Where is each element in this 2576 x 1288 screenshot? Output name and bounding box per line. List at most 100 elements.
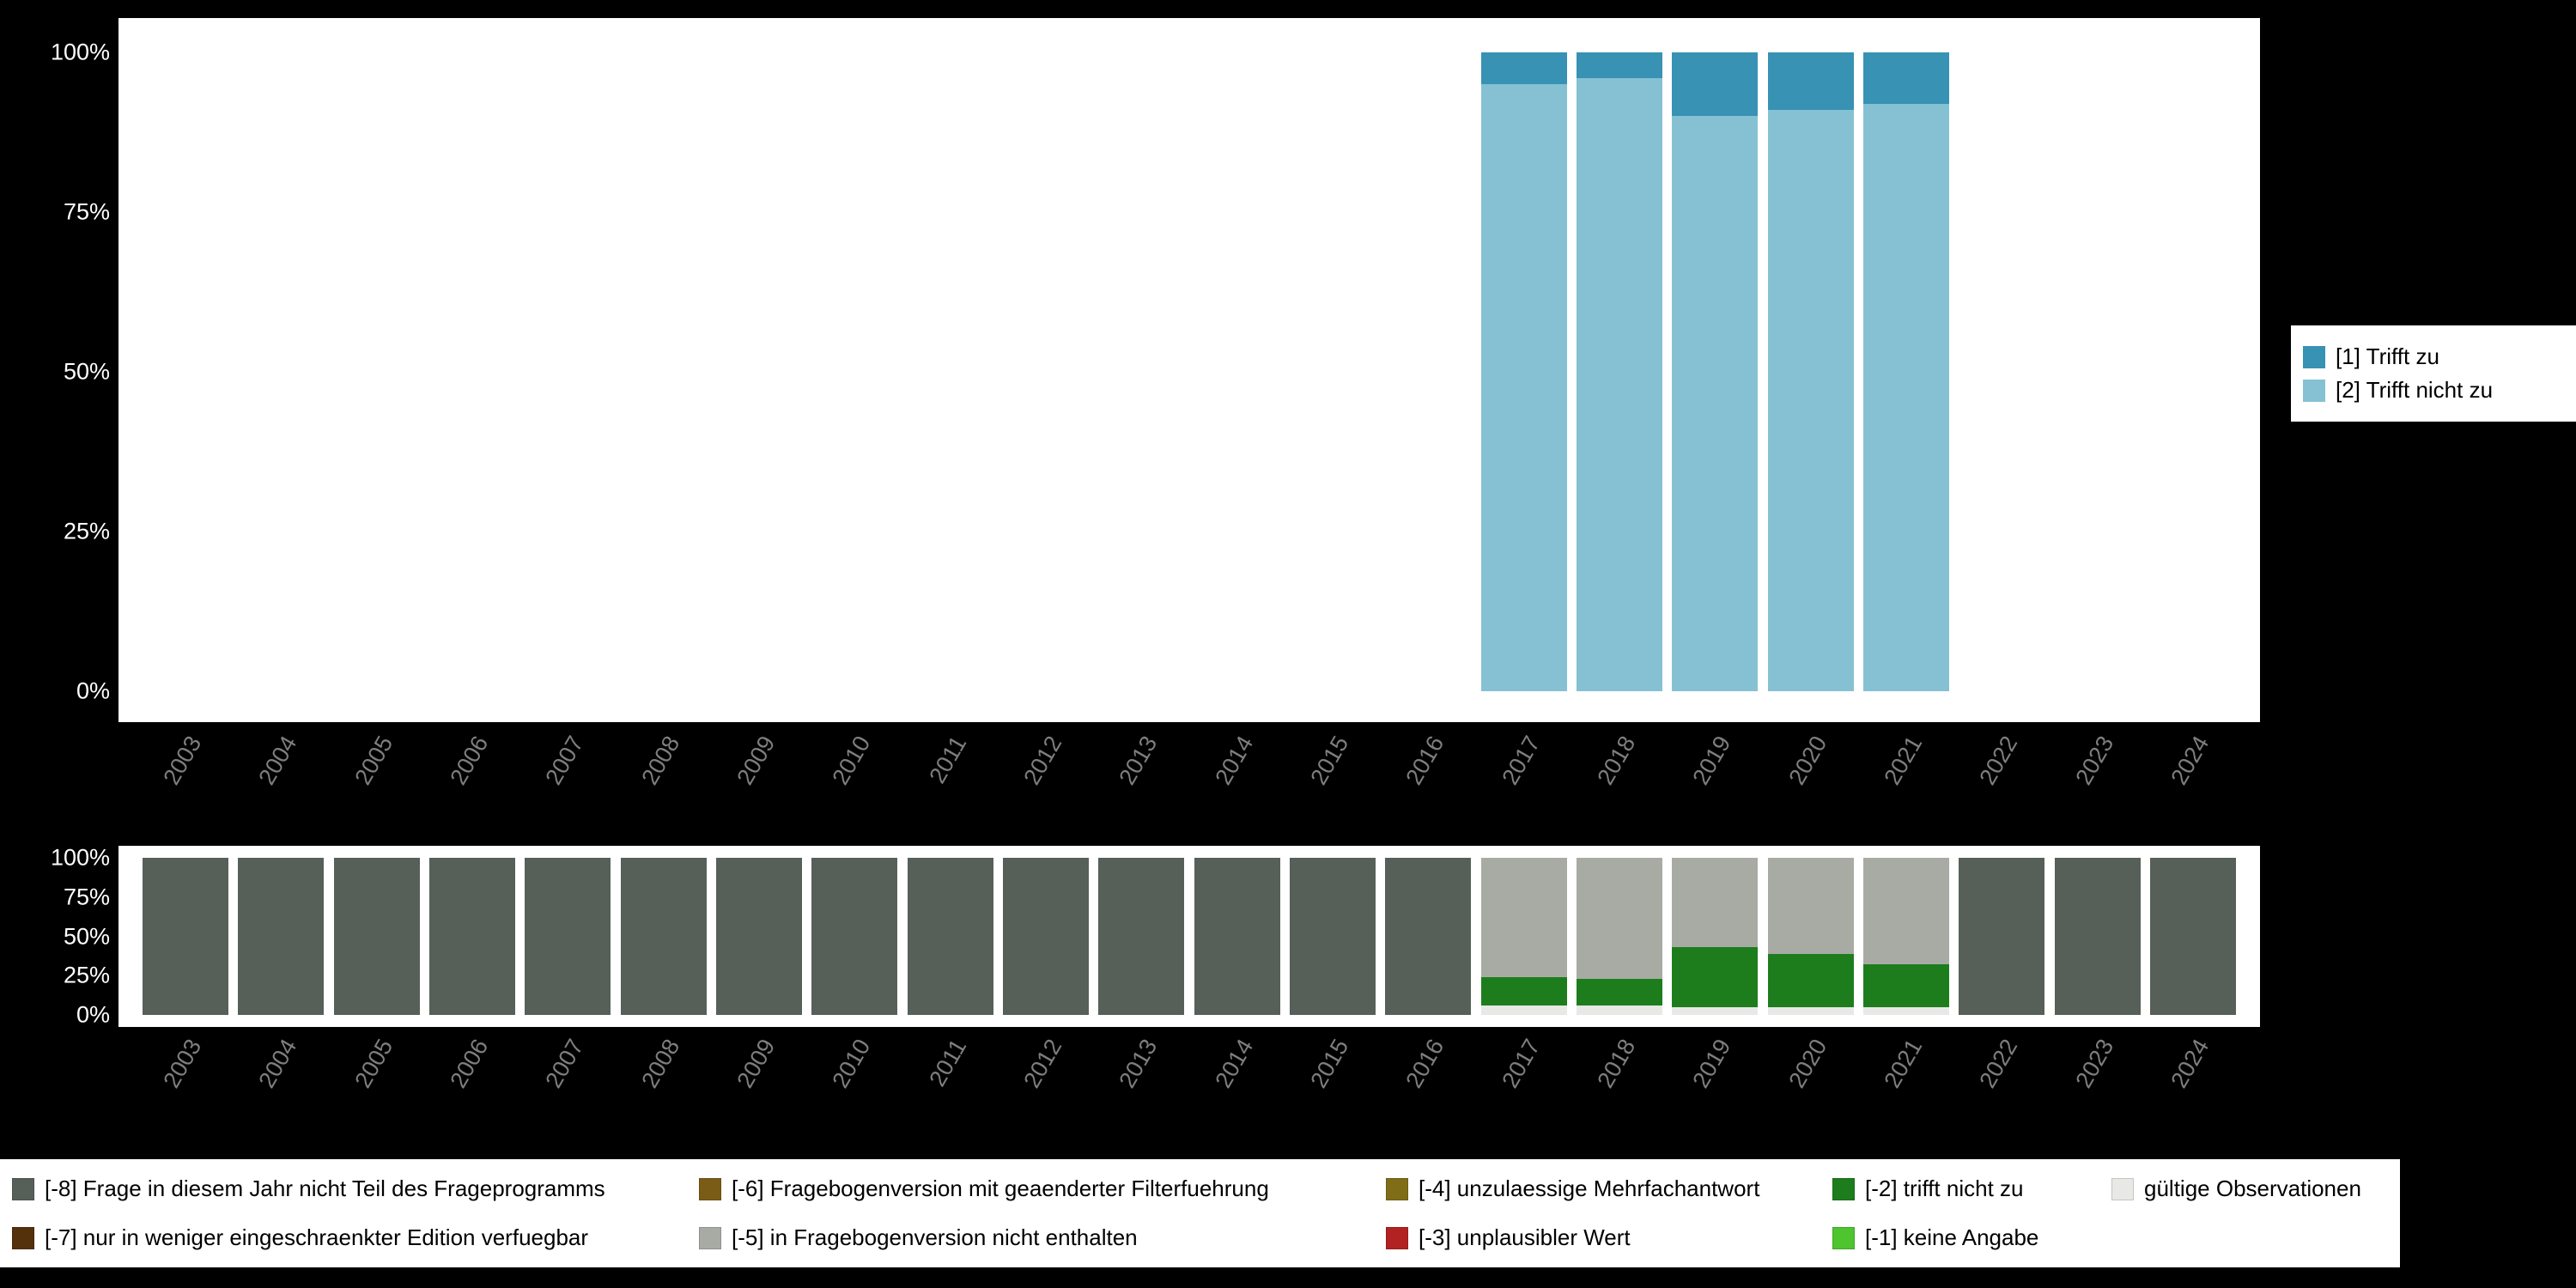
- bar-segment: [1767, 52, 1854, 110]
- year-label: 2011: [923, 732, 971, 788]
- year-label: 2024: [2166, 1035, 2215, 1093]
- bar-segment: [525, 858, 611, 1015]
- bar-segment: [1672, 947, 1759, 1007]
- year-label: 2016: [1400, 1035, 1449, 1093]
- legend-item: [1] Trifft zu: [2303, 343, 2576, 370]
- legend-label: [-6] Fragebogenversion mit geaenderter F…: [732, 1176, 1269, 1201]
- y-tick-label: 25%: [63, 962, 110, 988]
- legend-item: [-1] keine Angabe: [1832, 1224, 2111, 1251]
- bar-segment: [1098, 858, 1185, 1015]
- year-label: 2020: [1783, 732, 1832, 790]
- year-label: 2017: [1496, 732, 1545, 790]
- year-label: 2020: [1783, 1035, 1832, 1093]
- year-label: 2011: [923, 1035, 971, 1091]
- year-label: 2014: [1209, 732, 1258, 790]
- y-tick-label: 75%: [63, 884, 110, 910]
- legend-swatch: [12, 1177, 34, 1200]
- bar-segment: [1672, 52, 1759, 117]
- year-label: 2003: [158, 1035, 207, 1093]
- legend-item: [-6] Fragebogenversion mit geaenderter F…: [699, 1176, 1386, 1202]
- year-label: 2008: [635, 732, 684, 790]
- year-label: 2012: [1018, 732, 1067, 790]
- year-label: 2007: [540, 1035, 589, 1093]
- bar-segment: [1577, 77, 1662, 691]
- legend-swatch: [699, 1177, 721, 1200]
- legend-label: [-4] unzulaessige Mehrfachantwort: [1419, 1176, 1760, 1201]
- y-tick-label: 0%: [76, 677, 110, 704]
- year-label: 2022: [1974, 1035, 2023, 1093]
- missing-codes-legend: [-8] Frage in diesem Jahr nicht Teil des…: [0, 1159, 2400, 1267]
- bar-segment: [620, 858, 707, 1015]
- legend-swatch: [1832, 1177, 1855, 1200]
- year-label: 2021: [1879, 1035, 1928, 1093]
- legend-item: [2] Trifft nicht zu: [2303, 377, 2576, 404]
- bar-segment: [1863, 103, 1949, 691]
- bar-segment: [238, 858, 325, 1015]
- year-label: 2023: [2069, 1035, 2118, 1093]
- bar-segment: [2150, 858, 2236, 1015]
- legend-label: [1] Trifft zu: [2336, 343, 2439, 369]
- bar-segment: [143, 858, 228, 1015]
- bar-segment: [1767, 858, 1854, 954]
- year-label: 2023: [2069, 732, 2118, 790]
- year-label: 2022: [1974, 732, 2023, 790]
- bar-segment: [333, 858, 420, 1015]
- legend-swatch: [2111, 1177, 2134, 1200]
- bar-segment: [1863, 1006, 1949, 1015]
- year-label: 2010: [827, 732, 876, 790]
- bar-segment: [1577, 978, 1662, 1006]
- legend-swatch: [12, 1226, 34, 1249]
- legend-item: gültige Observationen: [2111, 1176, 2412, 1202]
- legend-item: [-8] Frage in diesem Jahr nicht Teil des…: [12, 1176, 699, 1202]
- y-tick-label: 0%: [76, 1001, 110, 1028]
- bar-segment: [1767, 1006, 1854, 1015]
- bar-segment: [1480, 84, 1567, 691]
- year-label: 2004: [253, 1035, 302, 1093]
- bar-segment: [1290, 858, 1376, 1015]
- y-tick-label: 25%: [63, 518, 110, 544]
- year-label: 2019: [1687, 1035, 1736, 1093]
- answer-values-legend: [1] Trifft zu [2] Trifft nicht zu: [2291, 325, 2576, 422]
- year-label: 2005: [349, 1035, 398, 1093]
- legend-label: [-8] Frage in diesem Jahr nicht Teil des…: [45, 1176, 605, 1201]
- bar-segment: [907, 858, 993, 1015]
- y-tick-label: 100%: [50, 844, 110, 871]
- year-label: 2017: [1496, 1035, 1545, 1093]
- legend-swatch: [2303, 379, 2325, 402]
- year-label: 2012: [1018, 1035, 1067, 1093]
- legend-label: gültige Observationen: [2144, 1176, 2361, 1201]
- year-label: 2015: [1305, 1035, 1354, 1093]
- year-label: 2005: [349, 732, 398, 790]
- bar-segment: [1959, 858, 2045, 1015]
- year-label: 2018: [1592, 732, 1641, 790]
- bar-segment: [1672, 1006, 1759, 1015]
- y-tick-label: 100%: [50, 39, 110, 65]
- year-label: 2010: [827, 1035, 876, 1093]
- bar-segment: [1577, 52, 1662, 78]
- bar-segment: [1480, 858, 1567, 978]
- bar-segment: [1863, 52, 1949, 104]
- legend-label: [-5] in Fragebogenversion nicht enthalte…: [732, 1224, 1138, 1250]
- bar-segment: [811, 858, 898, 1015]
- legend-swatch: [1832, 1226, 1855, 1249]
- legend-label: [-1] keine Angabe: [1865, 1224, 2039, 1250]
- bar-segment: [1577, 1005, 1662, 1015]
- year-label: 2024: [2166, 732, 2215, 790]
- year-label: 2019: [1687, 732, 1736, 790]
- bar-segment: [1577, 858, 1662, 979]
- y-tick-label: 50%: [63, 358, 110, 385]
- bar-segment: [1863, 858, 1949, 965]
- y-tick-label: 50%: [63, 923, 110, 949]
- bar-segment: [1863, 964, 1949, 1007]
- year-label: 2016: [1400, 732, 1449, 790]
- year-label: 2013: [1114, 732, 1163, 790]
- legend-label: [-7] nur in weniger eingeschraenkter Edi…: [45, 1224, 589, 1250]
- bar-segment: [1767, 953, 1854, 1007]
- bar-segment: [1480, 1005, 1567, 1015]
- year-label: 2014: [1209, 1035, 1258, 1093]
- bar-segment: [1480, 52, 1567, 85]
- legend-swatch: [2303, 345, 2325, 368]
- y-tick-label: 75%: [63, 198, 110, 225]
- bar-segment: [1194, 858, 1280, 1015]
